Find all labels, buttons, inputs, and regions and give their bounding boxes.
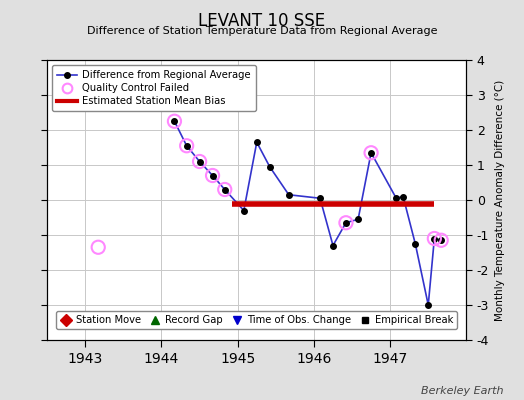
Point [367,150,375,156]
Point [221,186,229,193]
Point [209,172,217,179]
Text: LEVANT 10 SSE: LEVANT 10 SSE [199,12,325,30]
Legend: Station Move, Record Gap, Time of Obs. Change, Empirical Break: Station Move, Record Gap, Time of Obs. C… [56,311,457,329]
Point [195,158,204,165]
Point [437,237,445,244]
Point [170,118,179,124]
Point [94,244,102,250]
Y-axis label: Monthly Temperature Anomaly Difference (°C): Monthly Temperature Anomaly Difference (… [495,79,505,321]
Legend: Difference from Regional Average, Quality Control Failed, Estimated Station Mean: Difference from Regional Average, Qualit… [52,65,256,111]
Point [182,142,191,149]
Point [342,220,350,226]
Text: Berkeley Earth: Berkeley Earth [421,386,503,396]
Text: Difference of Station Temperature Data from Regional Average: Difference of Station Temperature Data f… [87,26,437,36]
Point [430,235,439,242]
